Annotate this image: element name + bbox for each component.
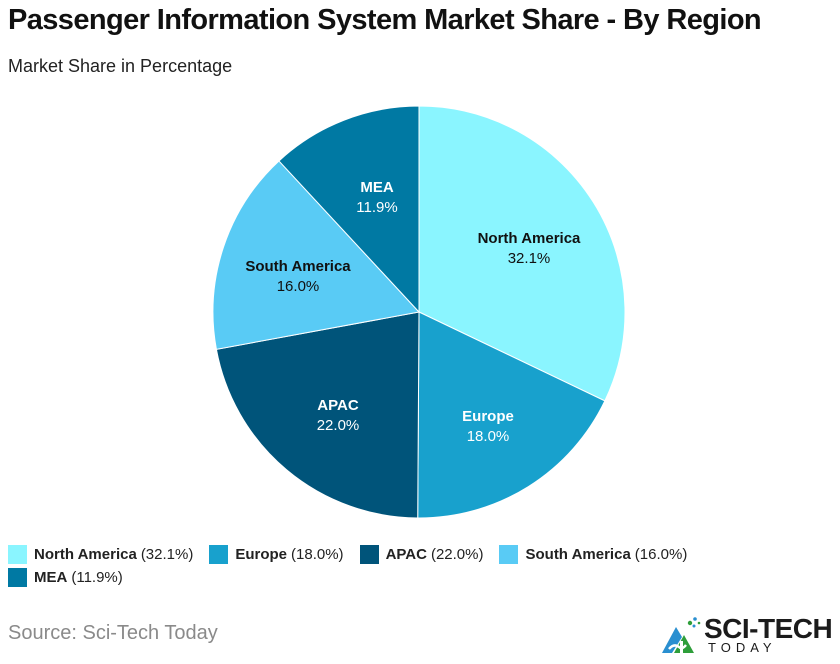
legend-swatch: [499, 545, 519, 564]
slice-label: APAC 22.0%: [317, 397, 360, 434]
legend-value: (22.0%): [430, 546, 484, 563]
legend-item-europe: Europe (18.0%): [209, 545, 344, 564]
pie-labels: North America 32.1% Europe 18.0% APAC 22.0% So…: [245, 179, 581, 445]
slice-label: North America 32.1%: [478, 230, 581, 267]
legend-item-apac: APAC (22.0%): [359, 545, 484, 564]
legend-item-north-america: North America (32.1%): [8, 545, 193, 564]
slice-label: MEA 11.9%: [356, 179, 397, 216]
legend-value: (11.9%): [71, 569, 123, 586]
legend-label: MEA: [34, 569, 68, 586]
pie-slice-apac: [215, 311, 420, 519]
source-note: Source: Sci-Tech Today: [8, 622, 218, 644]
logo-tagline: TODAY: [708, 640, 777, 655]
chart-title: Passenger Information System Market Shar…: [8, 4, 762, 36]
sci-tech-today-logo: SCI-TECH TODAY: [660, 613, 833, 657]
slice-label: Europe 18.0%: [462, 408, 514, 445]
legend-label: South America: [525, 546, 631, 563]
logo-mark-icon: [662, 617, 701, 653]
pie-chart: North America 32.1% Europe 18.0% APAC 22.0% So…: [212, 105, 626, 519]
legend: North America (32.1%) Europe (18.0%) APA…: [8, 545, 788, 587]
legend-swatch: [8, 545, 27, 564]
pie-slices: [212, 105, 626, 519]
legend-swatch: [8, 568, 27, 587]
legend-label: APAC: [385, 546, 427, 563]
legend-value: (32.1%): [140, 546, 194, 563]
legend-value: (18.0%): [291, 546, 344, 563]
legend-label: Europe: [235, 546, 288, 563]
slice-label: South America 16.0%: [245, 258, 351, 295]
pie-slice-north-america: [418, 105, 626, 402]
pie-slice-mea: [278, 105, 420, 314]
legend-label: North America: [34, 546, 137, 563]
legend-swatch: [209, 545, 229, 564]
legend-swatch: [359, 545, 379, 564]
legend-item-south-america: South America (16.0%): [499, 545, 687, 564]
legend-value: (16.0%): [634, 546, 688, 563]
logo-wordmark: SCI-TECH: [704, 613, 833, 644]
pie-slice-south-america: [212, 160, 420, 350]
legend-item-mea: MEA (11.9%): [8, 568, 123, 587]
pie-slice-europe: [417, 311, 606, 519]
chart-subtitle: Market Share in Percentage: [8, 56, 233, 76]
